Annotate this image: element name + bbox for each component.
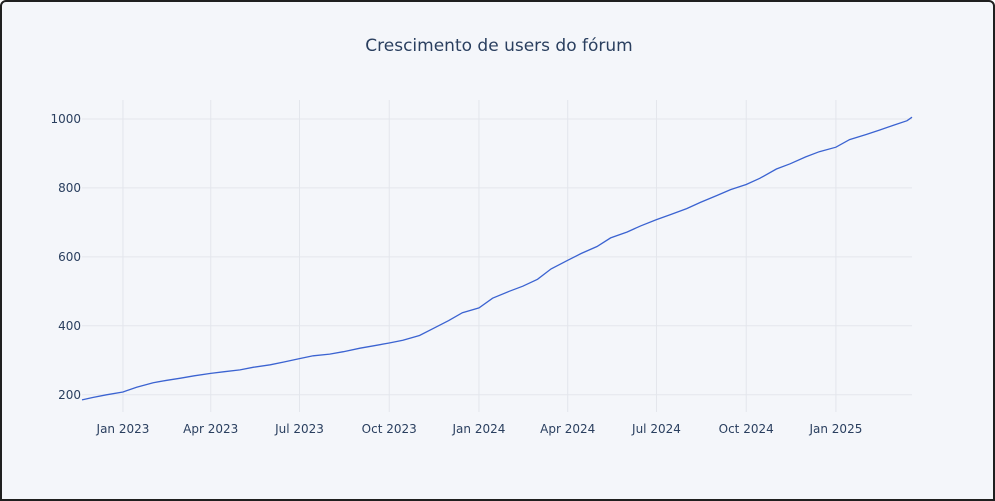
x-tick-label: Apr 2024 <box>540 422 595 436</box>
y-axis-ticks: 200 400 600 800 1000 <box>50 112 81 402</box>
grid <box>82 100 912 412</box>
y-tick-label: 1000 <box>50 112 81 126</box>
y-tick-label: 400 <box>58 319 81 333</box>
chart-title: Crescimento de users do fórum <box>365 36 632 56</box>
x-tick-label: Jan 2023 <box>96 422 150 436</box>
x-tick-label: Oct 2024 <box>719 422 774 436</box>
y-tick-label: 200 <box>58 388 81 402</box>
x-tick-label: Jul 2024 <box>631 422 681 436</box>
x-tick-label: Jan 2025 <box>808 422 862 436</box>
series-line-users <box>81 116 913 401</box>
y-tick-label: 600 <box>58 250 81 264</box>
x-tick-label: Oct 2023 <box>362 422 417 436</box>
x-axis-ticks: Jan 2023 Apr 2023 Jul 2023 Oct 2023 Jan 2024… <box>96 422 863 436</box>
x-tick-label: Jan 2024 <box>452 422 506 436</box>
y-tick-label: 800 <box>58 181 81 195</box>
x-tick-label: Apr 2023 <box>183 422 238 436</box>
x-tick-label: Jul 2023 <box>274 422 324 436</box>
